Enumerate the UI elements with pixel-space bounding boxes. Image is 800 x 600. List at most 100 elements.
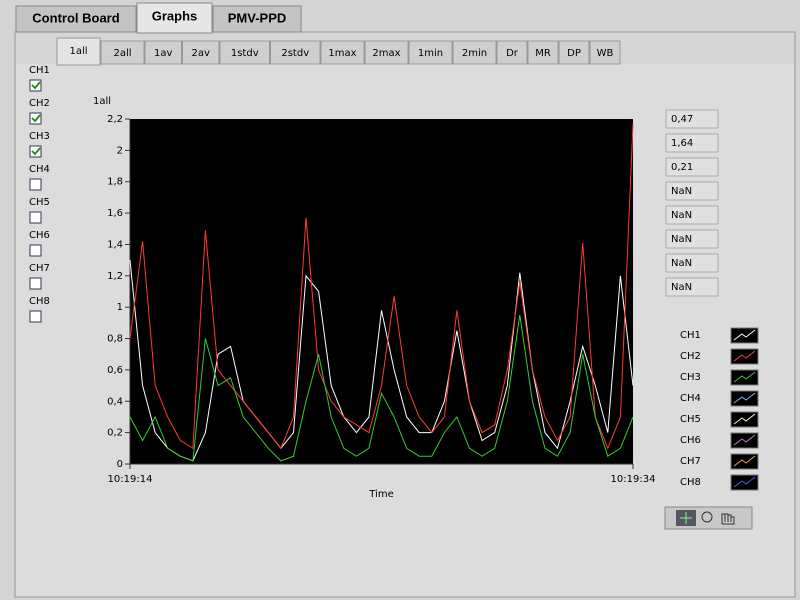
legend-label: CH4: [680, 393, 701, 404]
check-mark: [31, 147, 41, 156]
subtab-label: 2all: [113, 48, 131, 59]
x-tick-label: 10:19:14: [108, 474, 153, 485]
subtab-label: Dr: [506, 48, 519, 59]
checkbox[interactable]: [29, 145, 42, 158]
y-tick-label: 1: [117, 302, 123, 313]
subtab[interactable]: [320, 40, 365, 65]
readout-value: 1,64: [671, 138, 693, 149]
readout-box: [665, 181, 719, 201]
channel-label: CH8: [29, 296, 50, 307]
checkbox[interactable]: [29, 244, 42, 257]
subtab-label: 2stdv: [281, 48, 309, 59]
checkbox[interactable]: [29, 79, 42, 92]
readout-value: 0,47: [671, 114, 693, 125]
subtab-label: 2max: [372, 48, 400, 59]
x-tick-label: 10:19:34: [611, 474, 656, 485]
subtab-label: DP: [567, 48, 581, 59]
channel-label: CH5: [29, 197, 50, 208]
pan-tool[interactable]: [721, 513, 735, 525]
y-tick-label: 1,6: [107, 208, 123, 219]
subtab[interactable]: [182, 40, 220, 65]
channel-label: CH7: [29, 263, 50, 274]
readout-value: NaN: [671, 234, 692, 245]
readout-box: [665, 205, 719, 225]
subtab-label: 2av: [192, 48, 210, 59]
tab[interactable]: [136, 2, 213, 34]
y-tick-label: 2: [117, 145, 123, 156]
channel-label: CH2: [29, 98, 50, 109]
legend-line: [733, 455, 756, 467]
check-mark: [31, 114, 41, 123]
checkbox[interactable]: [29, 310, 42, 323]
readout-value: 0,21: [671, 162, 693, 173]
checkbox[interactable]: [29, 277, 42, 290]
subtab[interactable]: [558, 40, 590, 65]
subtab[interactable]: [56, 37, 101, 66]
legend-line: [733, 350, 756, 362]
subtab[interactable]: [364, 40, 409, 65]
y-tick-label: 0,8: [107, 334, 123, 345]
legend-label: CH3: [680, 372, 701, 383]
readout-value: NaN: [671, 210, 692, 221]
subtab-label: 1av: [154, 48, 172, 59]
subtab-label: 1all: [69, 46, 87, 57]
subtab-label: 1stdv: [231, 48, 259, 59]
subtab-label: 1max: [328, 48, 356, 59]
subtab-label: 2min: [462, 48, 487, 59]
tab[interactable]: [212, 5, 302, 33]
readout-box: [665, 277, 719, 297]
subtab[interactable]: [219, 40, 270, 65]
subtab[interactable]: [270, 40, 321, 65]
readout-box: [665, 229, 719, 249]
series-line: [129, 314, 634, 462]
checkbox[interactable]: [29, 211, 42, 224]
checkbox[interactable]: [29, 112, 42, 125]
x-axis-label: Time: [368, 489, 393, 500]
subtab-label: WB: [597, 48, 614, 59]
channel-label: CH1: [29, 65, 50, 76]
tab-label: Graphs: [152, 8, 198, 23]
subtab[interactable]: [496, 40, 528, 65]
series-line: [129, 123, 634, 450]
tab[interactable]: [15, 5, 137, 33]
subtab[interactable]: [144, 40, 182, 65]
y-tick-label: 1,8: [107, 177, 123, 188]
y-tick-label: 2,2: [107, 114, 123, 125]
subtab-label: 1min: [418, 48, 443, 59]
legend-line: [733, 371, 756, 383]
y-axis-label: 1all: [93, 96, 111, 107]
readout-box: [665, 253, 719, 273]
readout-value: NaN: [671, 282, 692, 293]
subtab[interactable]: [527, 40, 559, 65]
y-tick-label: 0,4: [107, 396, 123, 407]
legend-label: CH5: [680, 414, 701, 425]
legend-line: [733, 476, 756, 488]
subtab[interactable]: [452, 40, 497, 65]
legend-label: CH2: [680, 351, 701, 362]
legend-line: [733, 392, 756, 404]
tab-label: Control Board: [32, 10, 119, 25]
readout-box: [665, 133, 719, 153]
cursor-icon: [680, 512, 692, 524]
legend-label: CH6: [680, 435, 701, 446]
y-tick-label: 0: [117, 459, 123, 470]
check-mark: [31, 81, 41, 90]
channel-label: CH3: [29, 131, 50, 142]
checkbox[interactable]: [29, 178, 42, 191]
graph-toolbar: [664, 506, 753, 530]
legend-line: [733, 413, 756, 425]
y-tick-label: 1,2: [107, 271, 123, 282]
y-tick-label: 0,2: [107, 428, 123, 439]
subtab[interactable]: [589, 40, 621, 65]
y-tick-label: 1,4: [107, 239, 123, 250]
zoom-tool[interactable]: [701, 511, 713, 523]
plot-area: [130, 119, 633, 464]
legend-line: [733, 329, 756, 341]
channel-label: CH4: [29, 164, 50, 175]
subtab[interactable]: [100, 40, 145, 65]
readout-box: [665, 109, 719, 129]
subtab[interactable]: [408, 40, 453, 65]
legend-label: CH8: [680, 477, 701, 488]
y-tick-label: 0,6: [107, 365, 123, 376]
